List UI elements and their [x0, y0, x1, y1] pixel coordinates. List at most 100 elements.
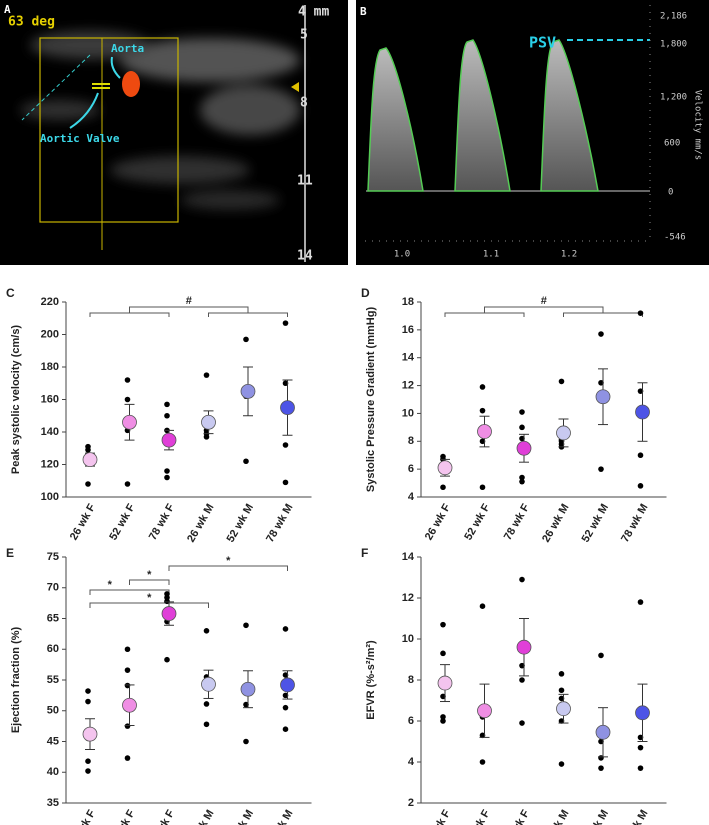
depth-label: 5 — [300, 28, 308, 43]
data-point — [519, 474, 525, 481]
mean-marker — [240, 383, 256, 399]
y-tick-label: 50 — [47, 705, 59, 717]
mean-marker — [82, 452, 98, 468]
sample-box — [39, 37, 179, 223]
data-point — [124, 646, 131, 653]
data-point — [637, 452, 644, 459]
data-point — [440, 714, 446, 720]
data-point — [124, 723, 131, 729]
y-tick-label: 10 — [402, 407, 414, 419]
y-tick-label: 1,200 — [660, 93, 687, 103]
depth-label: 11 — [297, 174, 313, 189]
y-axis-label: Peak systolic velocity (cm/s) — [10, 325, 22, 475]
mean-marker — [240, 681, 256, 697]
doppler-image: B PSV 2,186 1,800 1,200 600 0 -546 Veloc… — [356, 0, 709, 265]
annotation: Aorta — [111, 42, 144, 55]
data-point — [164, 412, 170, 419]
y-tick-label: 8 — [408, 435, 414, 447]
y-tick-label: 600 — [664, 139, 680, 149]
x-tick-label: 52 wk M — [580, 808, 611, 825]
data-point — [124, 481, 131, 487]
y-tick-label: 10 — [402, 633, 414, 645]
y-tick-label: 180 — [41, 361, 59, 373]
data-point — [479, 732, 486, 739]
annotation: * — [147, 569, 152, 581]
y-tick-label: 70 — [47, 582, 59, 594]
mean-marker — [122, 697, 137, 713]
ultrasound-image: A 63 deg Aorta Aortic Valve 4 mm 5 8 11 … — [0, 0, 348, 265]
data-point — [203, 372, 210, 378]
data-point — [440, 453, 446, 460]
data-point — [282, 320, 289, 326]
data-point — [637, 388, 644, 394]
mean-marker — [161, 432, 177, 448]
x-tick-label: 52 wk F — [462, 502, 492, 543]
y-tick-label: 60 — [47, 643, 59, 655]
data-point — [558, 671, 565, 677]
data-point — [479, 407, 486, 414]
data-point — [479, 484, 486, 491]
data-point — [282, 692, 289, 699]
mean-marker — [595, 724, 611, 740]
y-tick-label: 65 — [47, 612, 59, 624]
data-point — [282, 442, 289, 448]
data-point — [124, 682, 131, 689]
mean-marker — [477, 424, 492, 439]
x-tick-label: 26 wk F — [68, 502, 98, 543]
data-point — [440, 621, 446, 628]
y-tick-label: 45 — [47, 735, 59, 747]
y-tick-label: 12 — [402, 379, 414, 391]
y-tick-label: 4 — [408, 491, 415, 503]
mean-marker — [122, 414, 137, 430]
mean-marker — [516, 639, 532, 655]
data-point — [282, 726, 289, 732]
bracket — [168, 565, 288, 571]
panel-label: D — [361, 286, 370, 300]
data-point — [440, 650, 446, 657]
y-tick-label: 220 — [41, 296, 59, 308]
arrow — [69, 92, 99, 129]
data-point — [519, 677, 525, 683]
mean-marker — [280, 677, 295, 693]
bracket — [129, 579, 170, 585]
y-tick-label: 14 — [402, 551, 415, 563]
data-point — [85, 758, 91, 764]
data-point — [637, 765, 644, 771]
y-tick-label: 12 — [402, 592, 414, 604]
y-tick-label: 4 — [408, 756, 415, 768]
data-point — [124, 377, 131, 383]
x-tick-label: 78 wk M — [619, 808, 650, 825]
data-point — [598, 331, 604, 337]
depth-label: 8 — [300, 96, 308, 111]
data-point — [282, 380, 289, 387]
mean-marker — [161, 606, 177, 621]
annotation: Aortic Valve — [40, 132, 120, 145]
flow-color — [122, 71, 140, 97]
y-tick-label: 200 — [41, 328, 59, 340]
x-tick-label: 26 wk M — [540, 502, 571, 545]
chart-panel: E 35 40 45 50 55 60 65 70 75 Ejection fraction (%)… — [6, 546, 312, 825]
data-point — [164, 474, 170, 481]
mean-marker — [556, 425, 571, 441]
x-tick-label: 78 wk F — [502, 808, 532, 825]
data-point — [243, 336, 249, 343]
data-point — [519, 576, 525, 583]
data-point — [124, 755, 131, 761]
x-tick-label: 26 wk M — [185, 808, 216, 825]
waveform — [454, 39, 511, 192]
data-point — [440, 693, 446, 700]
x-tick-label: 52 wk M — [225, 502, 256, 545]
data-point — [282, 626, 289, 632]
mean-marker — [516, 440, 532, 456]
x-tick-label: 52 wk F — [462, 808, 492, 825]
mean-marker — [635, 705, 650, 721]
x-tick-label: 52 wk F — [107, 502, 137, 543]
data-point — [85, 443, 91, 450]
focus-marker — [291, 82, 299, 92]
data-point — [558, 718, 565, 724]
depth-label: 14 — [297, 249, 313, 264]
mean-marker — [280, 400, 295, 416]
data-point — [164, 591, 170, 597]
waveform — [367, 47, 424, 192]
